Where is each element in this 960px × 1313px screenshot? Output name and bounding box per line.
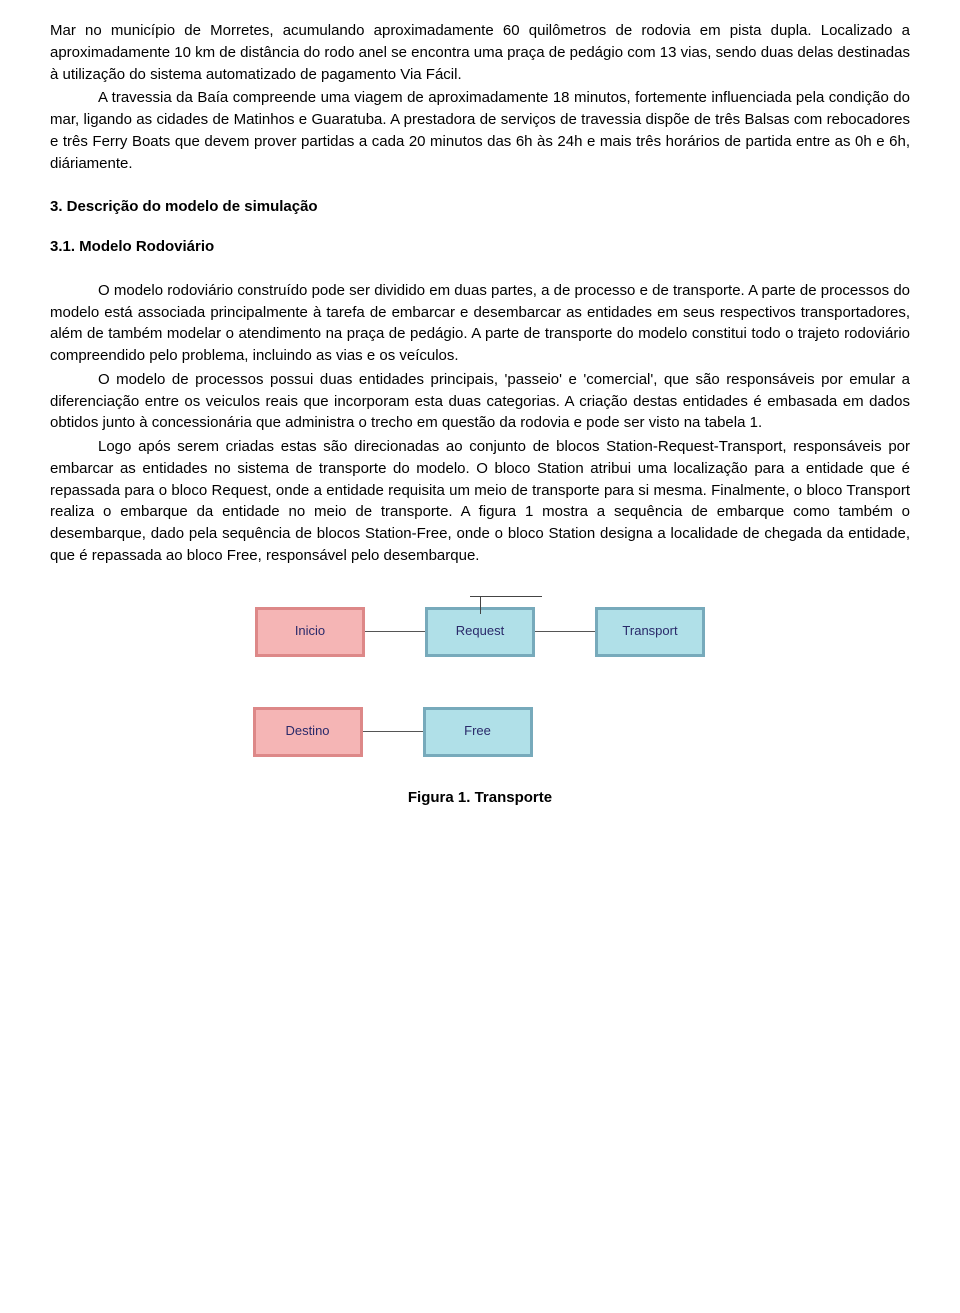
paragraph-4: O modelo de processos possui duas entida… <box>50 369 910 434</box>
connector <box>535 631 595 632</box>
tick-horizontal <box>470 596 542 597</box>
block-free: Free <box>423 707 533 757</box>
paragraph-5: Logo após serem criadas estas são direci… <box>50 436 910 567</box>
diagram-row-2: Destino Free <box>50 707 910 757</box>
paragraph-1: Mar no município de Morretes, acumulando… <box>50 20 910 85</box>
paragraph-3: O modelo rodoviário construído pode ser … <box>50 280 910 367</box>
diagram-row-1: Inicio Request Transport <box>50 607 910 657</box>
block-destino: Destino <box>253 707 363 757</box>
block-label: Destino <box>285 722 329 741</box>
figure-1-caption: Figura 1. Transporte <box>50 787 910 809</box>
block-inicio: Inicio <box>255 607 365 657</box>
block-transport: Transport <box>595 607 705 657</box>
paragraph-2: A travessia da Baía compreende uma viage… <box>50 87 910 174</box>
block-label: Inicio <box>295 622 325 641</box>
connector <box>365 631 425 632</box>
connector <box>363 731 423 732</box>
block-label: Transport <box>622 622 677 641</box>
block-request: Request <box>425 607 535 657</box>
block-label: Free <box>464 722 491 741</box>
tick-line <box>480 596 481 614</box>
section-3-heading: 3. Descrição do modelo de simulação <box>50 196 910 218</box>
block-label: Request <box>456 622 504 641</box>
figure-1-diagram: Inicio Request Transport Destino Free <box>50 607 910 757</box>
section-3-1-heading: 3.1. Modelo Rodoviário <box>50 236 910 258</box>
